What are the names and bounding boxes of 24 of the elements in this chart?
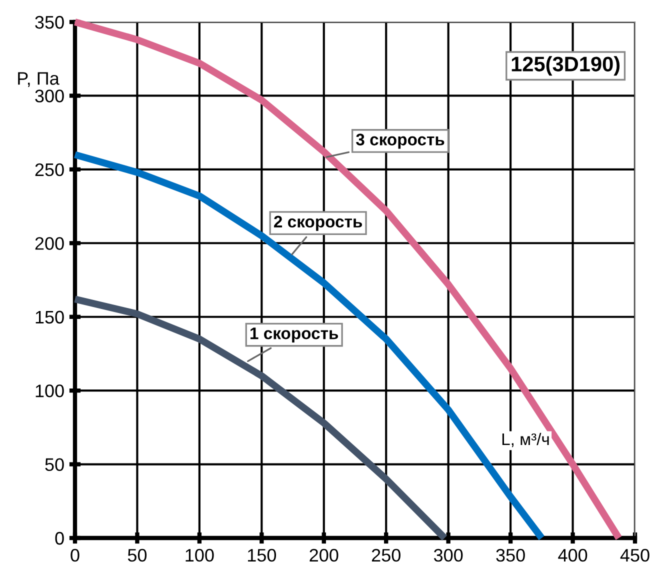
x-axis-title: L, м³/ч xyxy=(502,432,549,448)
annotation: 1 скорость xyxy=(250,328,338,343)
x-tick-label: 50 xyxy=(128,548,147,562)
x-tick-label: 100 xyxy=(186,548,214,562)
x-tick-label: 450 xyxy=(620,548,650,562)
x-tick-label: 400 xyxy=(558,548,588,562)
x-tick-label: 350 xyxy=(496,548,525,562)
annotation: 125(3D190) xyxy=(512,56,620,76)
annotation: 2 скорость xyxy=(274,216,362,231)
y-tick-label: 200 xyxy=(35,237,64,250)
x-tick-label: 150 xyxy=(248,548,276,562)
x-tick-label: 200 xyxy=(310,548,338,562)
x-tick-label: 250 xyxy=(372,548,400,562)
x-tick-label: 0 xyxy=(70,548,80,562)
y-tick-label: 150 xyxy=(36,310,64,324)
y-tick-label: 50 xyxy=(45,458,64,472)
x-tick-label: 300 xyxy=(434,548,463,562)
y-tick-label: 100 xyxy=(36,384,64,398)
y-tick-label: 250 xyxy=(35,163,64,176)
y-tick-label: 350 xyxy=(35,16,64,29)
y-tick-label: 0 xyxy=(55,532,64,545)
annotation: 3 скорость xyxy=(356,134,444,149)
y-tick-label: 300 xyxy=(35,90,64,102)
y-axis-title: P, Па xyxy=(18,72,60,87)
